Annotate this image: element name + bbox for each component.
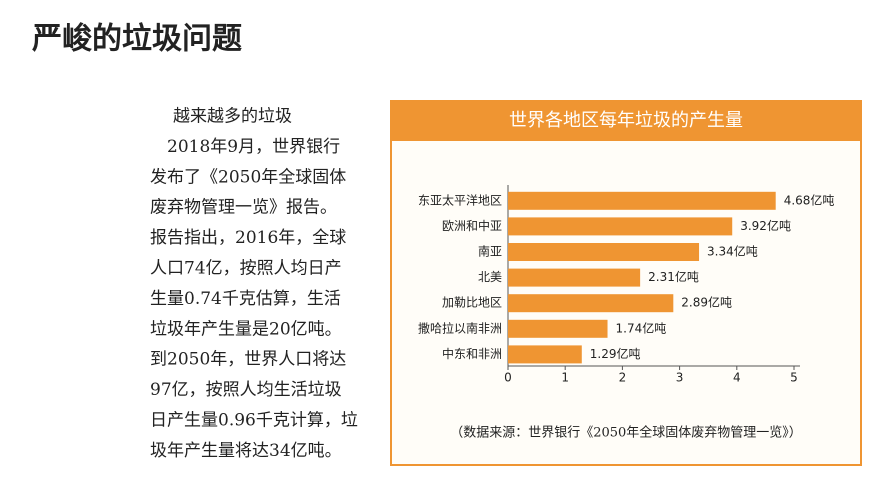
x-tick-label: 4 [733,371,741,385]
x-tick-label: 1 [561,371,569,385]
y-tick-label: 中东和非洲 [442,346,502,361]
x-tick-label: 5 [790,371,798,385]
value-label: 4.68亿吨 [784,192,835,207]
body-text-line: 垃圾年产生量是20亿吨。 [150,319,342,339]
bar [508,294,674,313]
y-tick-label: 北美 [478,270,502,284]
value-label: 1.29亿吨 [590,346,641,361]
body-text-line: 到2050年，世界人口将达 [150,350,346,370]
chart-title: 世界各地区每年垃圾的产生量 [509,110,743,131]
bar [508,268,641,287]
slide-title: 严峻的垃圾问题 [32,22,242,57]
bar [508,243,700,261]
body-text-line: 废弃物管理一览》报告。 [150,198,337,218]
body-text-line: 日产生量0.96千克计算，垃 [150,411,358,431]
body-text-line: 报告指出，2016年，全球 [150,228,346,248]
y-tick-label: 欧洲和中亚 [442,218,502,233]
value-label: 3.92亿吨 [740,218,791,233]
bar [508,319,608,338]
body-text-line: 生量0.74千克估算，生活 [150,289,341,309]
y-tick-label: 南亚 [478,244,502,259]
bar [508,217,733,236]
chart-header [391,101,861,141]
value-label: 3.34亿吨 [707,244,758,259]
x-tick-label: 3 [676,371,684,385]
body-text-line: 发布了《2050年全球固体 [150,167,346,187]
body-text-line: 人口74亿，按照人均日产 [150,259,342,279]
x-tick-label: 2 [619,371,627,385]
value-label: 1.74亿吨 [616,320,667,335]
body-text-line: 圾年产生量将达34亿吨。 [150,441,342,461]
y-tick-label: 撒哈拉以南非洲 [418,320,502,335]
value-label: 2.31亿吨 [648,269,699,284]
body-text-line: 97亿，按照人均生活垃圾 [150,380,342,400]
body-text-line: 越来越多的垃圾 [173,107,292,127]
y-tick-label: 东亚太平洋地区 [418,192,502,207]
value-label: 2.89亿吨 [681,295,732,310]
x-tick-label: 0 [504,371,512,385]
bar [508,191,776,210]
y-tick-label: 加勒比地区 [442,296,502,310]
source-note: （数据来源：世界银行《2050年全球固体废弃物管理一览》） [450,425,802,441]
body-text-line: 2018年9月，世界银行 [167,137,340,157]
bar [508,345,582,364]
